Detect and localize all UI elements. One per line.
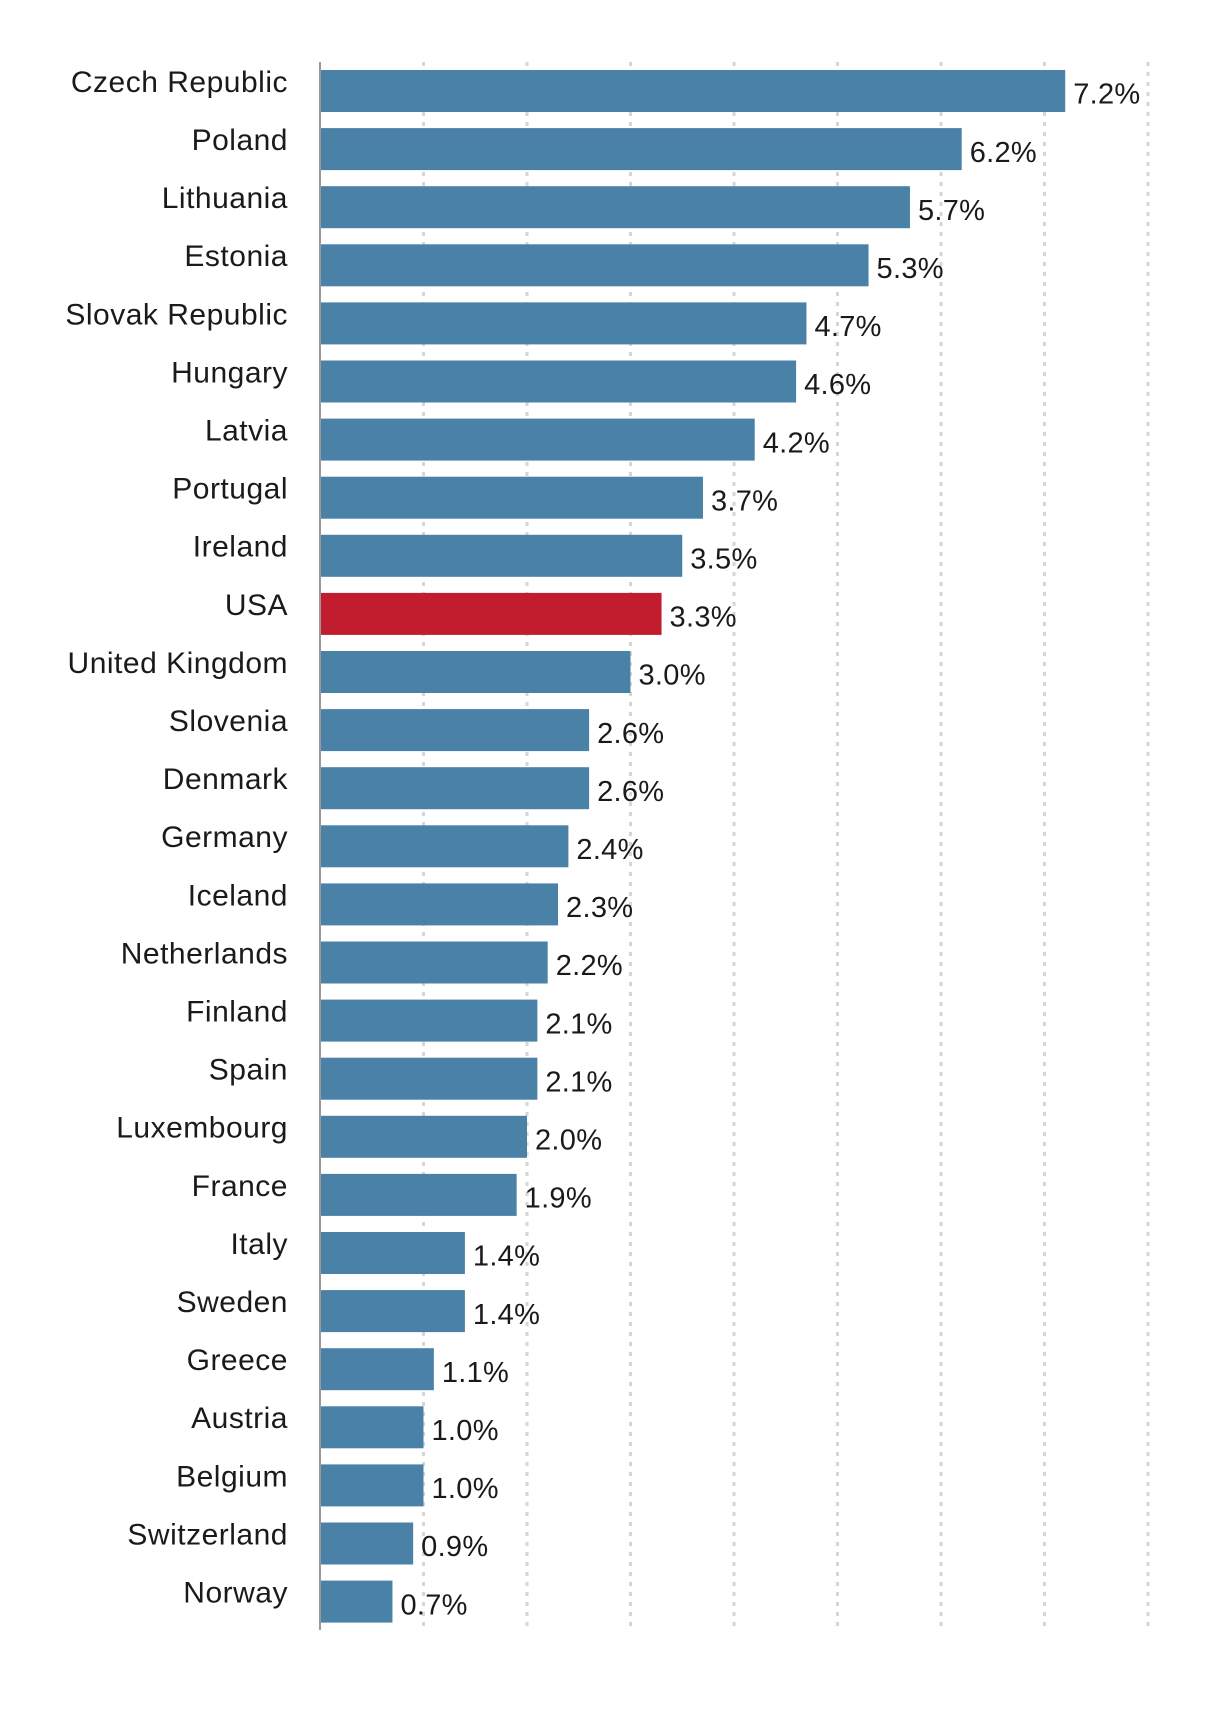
bar xyxy=(320,1232,465,1274)
data-label: 2.1% xyxy=(545,1066,612,1098)
bar xyxy=(320,1464,424,1507)
data-label: 2.1% xyxy=(545,1008,612,1040)
bar xyxy=(320,476,703,519)
category-label: Switzerland xyxy=(127,1518,288,1551)
category-label: Luxembourg xyxy=(116,1112,288,1145)
bars xyxy=(320,70,1066,1623)
labels: Czech Republic 7.2% Poland 6.2% Lithuania 5.7… xyxy=(65,66,1140,1621)
bar xyxy=(320,999,538,1042)
bar xyxy=(320,825,569,868)
data-label: 7.2% xyxy=(1073,79,1140,111)
bar xyxy=(320,883,559,926)
category-label: France xyxy=(192,1170,288,1203)
category-label: Lithuania xyxy=(162,182,288,215)
bar xyxy=(320,941,548,984)
bar xyxy=(320,767,590,810)
bar xyxy=(320,709,590,752)
bar xyxy=(320,1057,538,1100)
data-label: 2.6% xyxy=(597,718,664,750)
data-label: 1.4% xyxy=(473,1299,540,1331)
data-label: 2.0% xyxy=(535,1124,602,1156)
data-label: 1.0% xyxy=(432,1415,499,1447)
data-label: 2.2% xyxy=(556,950,623,982)
data-label: 3.0% xyxy=(639,660,706,692)
category-label: Greece xyxy=(187,1344,288,1377)
data-label: 0.9% xyxy=(421,1531,488,1563)
data-label: 2.6% xyxy=(597,776,664,808)
category-label: Spain xyxy=(209,1054,288,1087)
data-label: 1.1% xyxy=(442,1357,509,1389)
category-label: Sweden xyxy=(177,1286,288,1319)
bar xyxy=(320,651,631,693)
data-label: 2.4% xyxy=(576,834,643,866)
category-label: Ireland xyxy=(193,531,288,564)
category-label: Norway xyxy=(183,1577,288,1610)
bar xyxy=(320,534,683,577)
data-label: 5.3% xyxy=(877,253,944,285)
category-label: Iceland xyxy=(188,879,288,912)
category-label: Denmark xyxy=(163,763,289,796)
category-label: Latvia xyxy=(205,415,288,448)
data-label: 5.7% xyxy=(918,195,985,227)
category-label: Estonia xyxy=(184,240,288,273)
data-label: 3.5% xyxy=(690,543,757,575)
category-label: Portugal xyxy=(172,473,288,506)
category-label: Czech Republic xyxy=(71,66,288,99)
category-label: Hungary xyxy=(171,356,288,389)
category-label: Italy xyxy=(230,1228,288,1261)
bar-highlight xyxy=(320,592,662,635)
bar xyxy=(320,1115,527,1158)
data-label: 3.3% xyxy=(670,602,737,634)
data-label: 1.9% xyxy=(525,1183,592,1215)
data-label: 3.7% xyxy=(711,485,778,517)
category-label: USA xyxy=(225,589,288,622)
category-label: Netherlands xyxy=(121,937,288,970)
data-label: 2.3% xyxy=(566,892,633,924)
category-label: Belgium xyxy=(176,1460,288,1493)
bar xyxy=(320,1348,434,1391)
category-label: United Kingdom xyxy=(68,647,288,680)
bar xyxy=(320,418,755,461)
bar xyxy=(320,128,962,171)
data-label: 1.0% xyxy=(432,1473,499,1505)
data-label: 0.7% xyxy=(400,1589,467,1621)
data-label: 4.2% xyxy=(763,427,830,459)
bar xyxy=(320,360,797,403)
bar xyxy=(320,244,869,287)
category-label: Poland xyxy=(192,124,288,157)
bar xyxy=(320,70,1066,112)
bar xyxy=(320,1580,393,1623)
data-label: 4.7% xyxy=(814,311,881,343)
bar xyxy=(320,1406,424,1449)
bar xyxy=(320,302,807,345)
data-label: 4.6% xyxy=(804,369,871,401)
bar xyxy=(320,1290,465,1333)
category-label: Slovenia xyxy=(169,705,288,738)
bar xyxy=(320,1522,414,1565)
data-label: 6.2% xyxy=(970,137,1037,169)
bar xyxy=(320,186,910,229)
category-label: Slovak Republic xyxy=(65,298,288,331)
bar xyxy=(320,1173,517,1216)
data-label: 1.4% xyxy=(473,1241,540,1273)
category-label: Finland xyxy=(186,996,288,1029)
category-label: Germany xyxy=(161,821,288,854)
category-label: Austria xyxy=(191,1402,288,1435)
